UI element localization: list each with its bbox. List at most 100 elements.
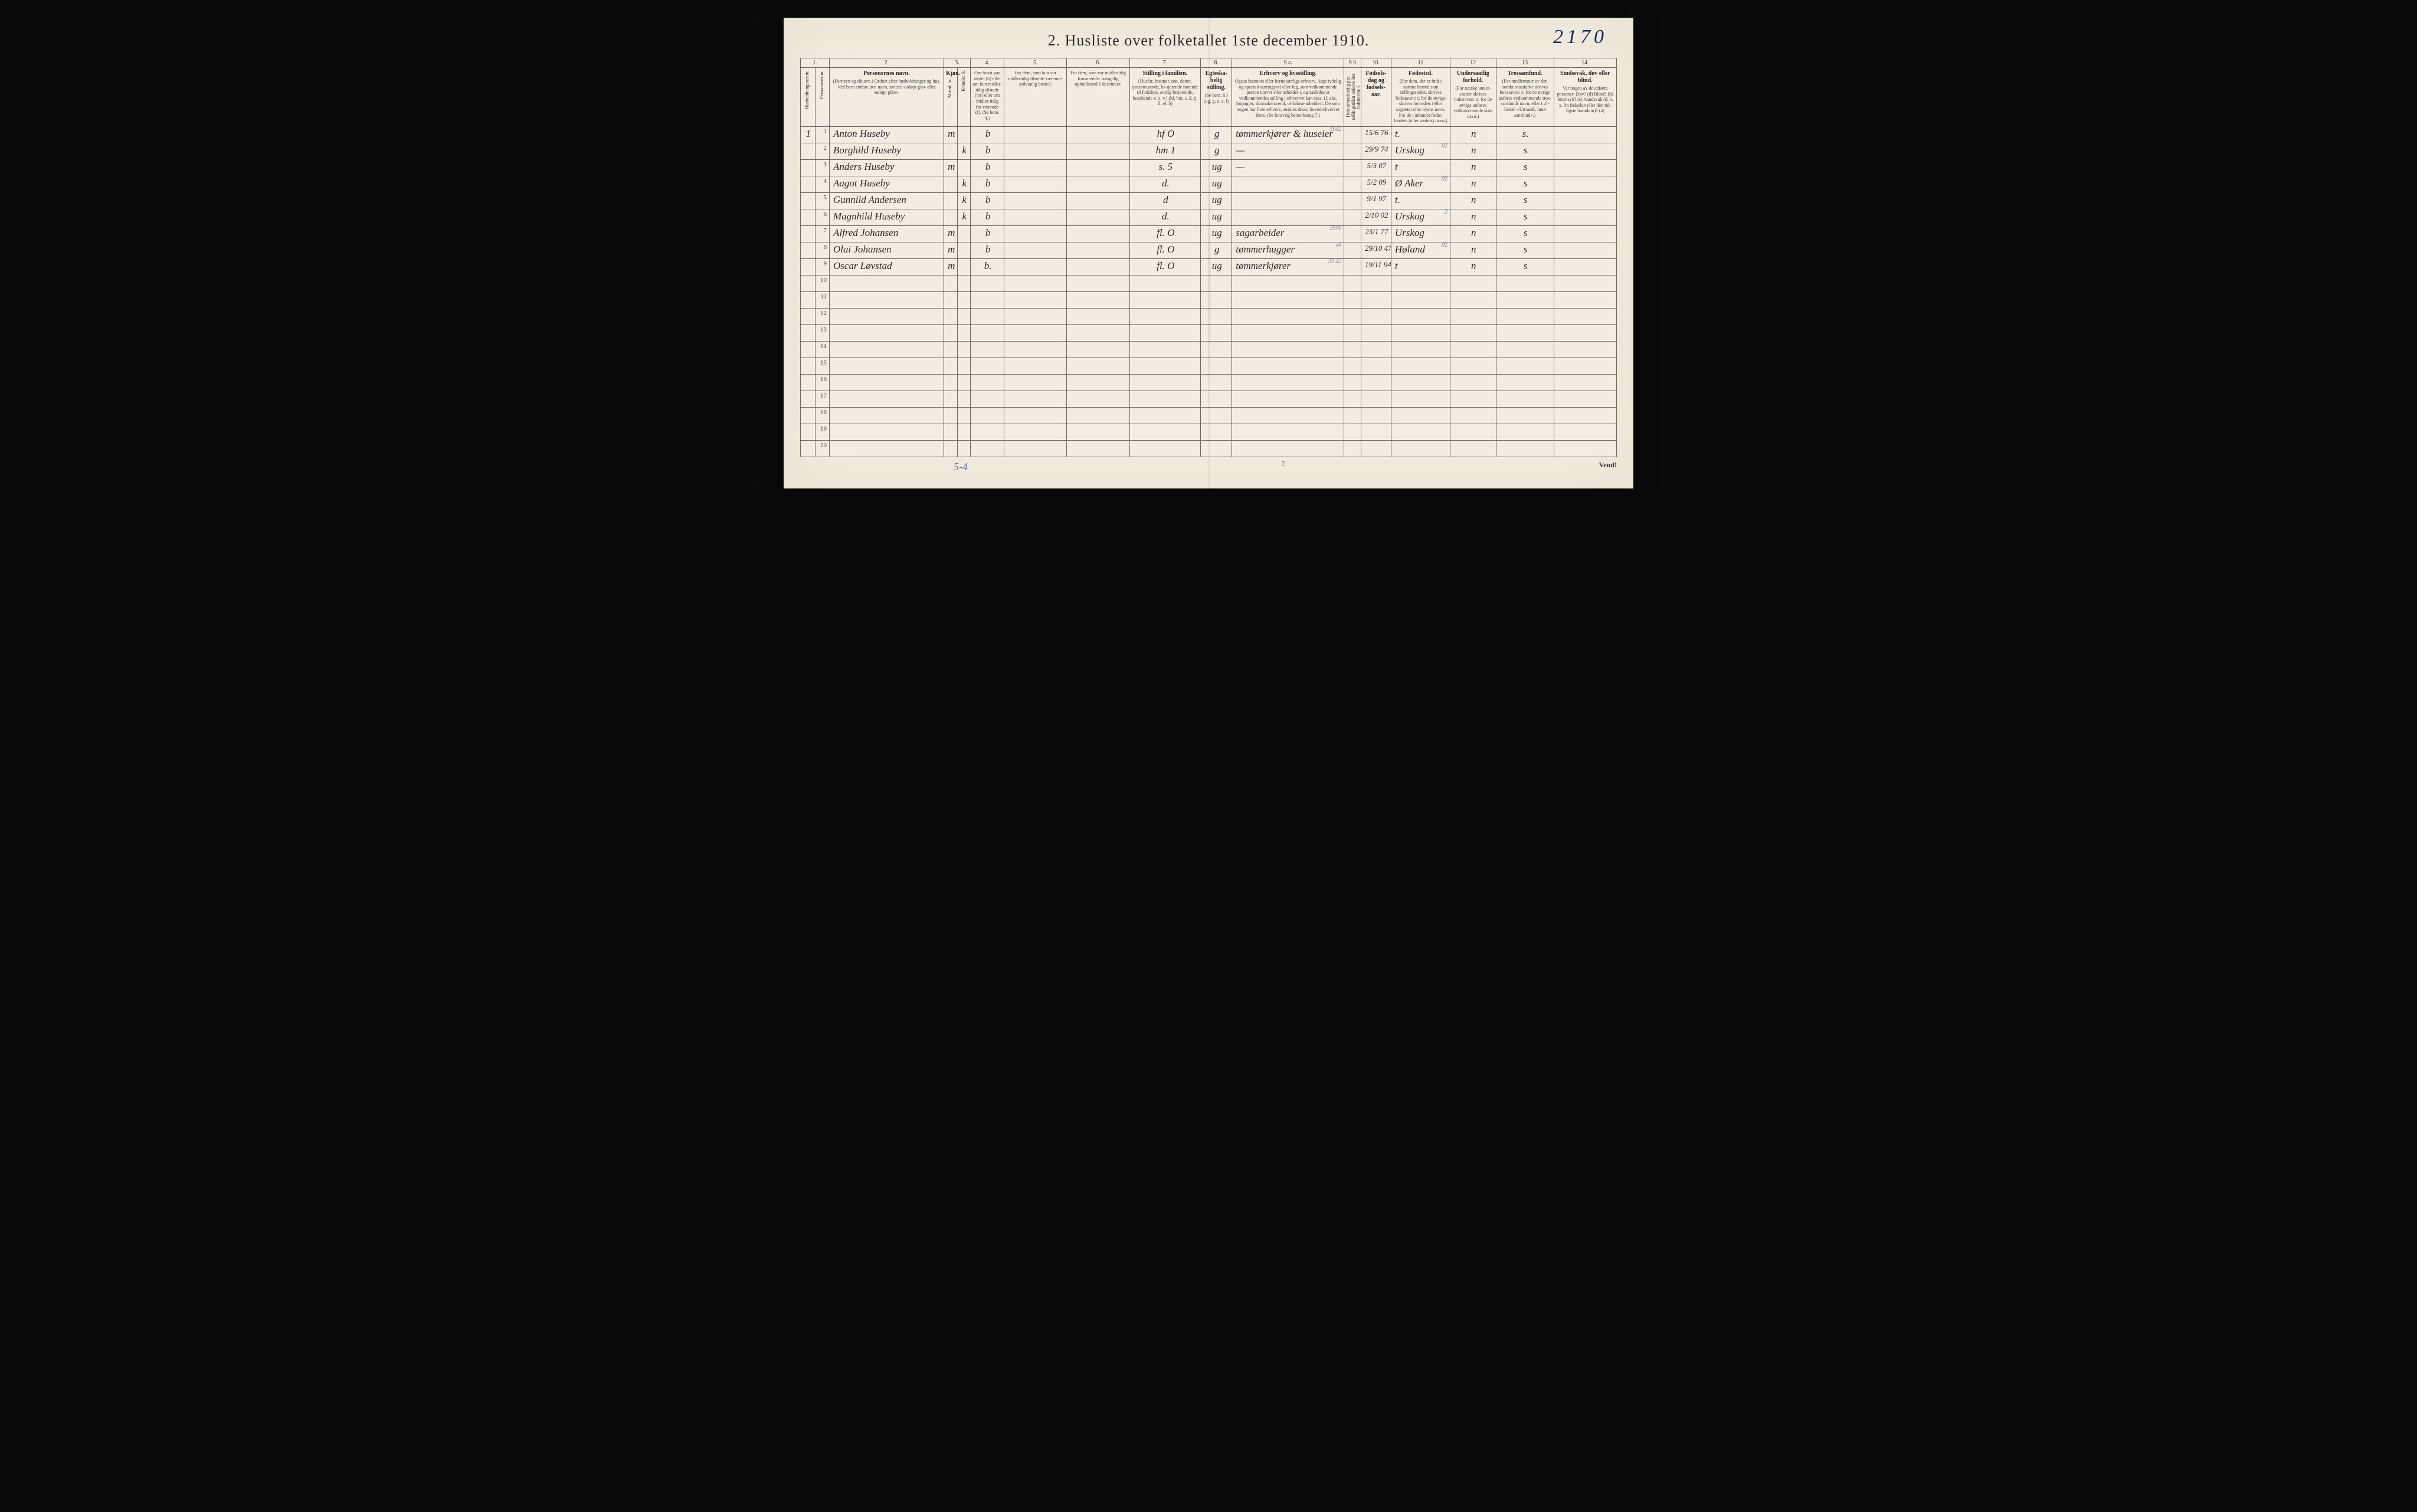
colnum-9b: 9 b [1344, 58, 1361, 68]
cell-empty [1004, 357, 1067, 374]
cell-empty [1450, 440, 1496, 457]
cell-person-nr: 16 [815, 374, 830, 391]
cell-empty [1201, 341, 1232, 357]
cell-temp-present [1004, 176, 1067, 192]
cell-sex-k [957, 126, 970, 143]
cell-person-nr: 3 [815, 159, 830, 176]
cell-name: Olai Johansen [830, 242, 944, 258]
cell-empty [1554, 324, 1616, 341]
cell-family-pos: fl. O [1129, 242, 1201, 258]
cell-person-nr: 14 [815, 341, 830, 357]
cell-household-nr [801, 407, 816, 424]
cell-empty [1004, 407, 1067, 424]
table-row-empty: 11 [801, 291, 1617, 308]
colnum-9a: 9 a. [1232, 58, 1344, 68]
cell-empty [1344, 440, 1361, 457]
cell-occupation [1232, 176, 1344, 192]
cell-empty [1344, 407, 1361, 424]
hdr-unemployed: Hvis arbeidsledig paa tællingstiden anfø… [1344, 68, 1361, 127]
table-row: 3Anders Husebymbs. 5ug—5/3 07tns [801, 159, 1617, 176]
cell-unemployed [1344, 258, 1361, 275]
cell-empty [830, 357, 944, 374]
cell-person-nr: 4 [815, 176, 830, 192]
cell-empty [1391, 291, 1450, 308]
cell-empty [1004, 324, 1067, 341]
cell-empty [1554, 291, 1616, 308]
cell-empty [971, 324, 1004, 341]
cell-empty [971, 308, 1004, 324]
colnum-7: 7. [1129, 58, 1201, 68]
cell-empty [1129, 275, 1201, 291]
cell-marital: ug [1201, 258, 1232, 275]
cell-nationality: n [1450, 159, 1496, 176]
cell-birthplace: Urskog [1391, 225, 1450, 242]
cell-person-nr: 7 [815, 225, 830, 242]
cell-household-nr [801, 159, 816, 176]
cell-empty [944, 341, 957, 357]
cell-family-pos: fl. O [1129, 225, 1201, 242]
cell-empty [1129, 440, 1201, 457]
cell-empty [971, 291, 1004, 308]
hdr-residence: Om bosat paa stedet (b) eller om kun mid… [971, 68, 1004, 127]
cell-empty [1232, 424, 1344, 440]
cell-empty [1201, 275, 1232, 291]
cell-empty [1391, 440, 1450, 457]
cell-religion: s [1496, 192, 1554, 209]
table-row-empty: 19 [801, 424, 1617, 440]
cell-name: Borghild Huseby [830, 143, 944, 159]
cell-empty [1067, 407, 1129, 424]
cell-person-nr: 12 [815, 308, 830, 324]
cell-temp-absent [1067, 209, 1129, 225]
table-row: 6Magnhild Husebykbd.ug2/10 02Urskog2ns [801, 209, 1617, 225]
cell-empty [1450, 357, 1496, 374]
cell-disability [1554, 242, 1616, 258]
table-row-empty: 20 [801, 440, 1617, 457]
table-row-empty: 10 [801, 275, 1617, 291]
cell-empty [1067, 357, 1129, 374]
cell-empty [1496, 374, 1554, 391]
cell-sex-k [957, 258, 970, 275]
cell-empty [1067, 308, 1129, 324]
cell-temp-absent [1067, 176, 1129, 192]
cell-household-nr [801, 391, 816, 407]
cell-empty [1129, 291, 1201, 308]
cell-birthplace: t. [1391, 192, 1450, 209]
cell-birthplace: Ø Aker02 [1391, 176, 1450, 192]
cell-empty [1201, 391, 1232, 407]
cell-temp-present [1004, 143, 1067, 159]
cell-empty [1129, 357, 1201, 374]
cell-empty [1004, 424, 1067, 440]
cell-empty [830, 341, 944, 357]
cell-empty [1344, 391, 1361, 407]
cell-dob: 23/1 77 [1361, 225, 1391, 242]
cell-empty [1554, 308, 1616, 324]
cell-empty [1361, 391, 1391, 407]
cell-residence: b [971, 159, 1004, 176]
cell-person-nr: 11 [815, 291, 830, 308]
cell-nationality: n [1450, 143, 1496, 159]
cell-occupation: — [1232, 143, 1344, 159]
cell-disability [1554, 126, 1616, 143]
cell-empty [1554, 374, 1616, 391]
cell-temp-present [1004, 126, 1067, 143]
cell-empty [1554, 424, 1616, 440]
cell-temp-absent [1067, 258, 1129, 275]
cell-temp-present [1004, 159, 1067, 176]
cell-empty [944, 407, 957, 424]
cell-residence: b [971, 176, 1004, 192]
cell-person-nr: 15 [815, 357, 830, 374]
cell-empty [957, 341, 970, 357]
cell-family-pos: d [1129, 192, 1201, 209]
cell-empty [1391, 391, 1450, 407]
cell-empty [1201, 324, 1232, 341]
cell-sex-m [944, 176, 957, 192]
cell-household-nr [801, 424, 816, 440]
cell-empty [1496, 291, 1554, 308]
table-header: 1. 2. 3. 4. 5. 6. 7. 8. 9 a. 9 b 10. 11 … [801, 58, 1617, 127]
cell-birthplace: t [1391, 258, 1450, 275]
cell-family-pos: d. [1129, 176, 1201, 192]
cell-household-nr [801, 242, 816, 258]
cell-empty [1067, 341, 1129, 357]
cell-unemployed [1344, 159, 1361, 176]
cell-empty [1067, 424, 1129, 440]
